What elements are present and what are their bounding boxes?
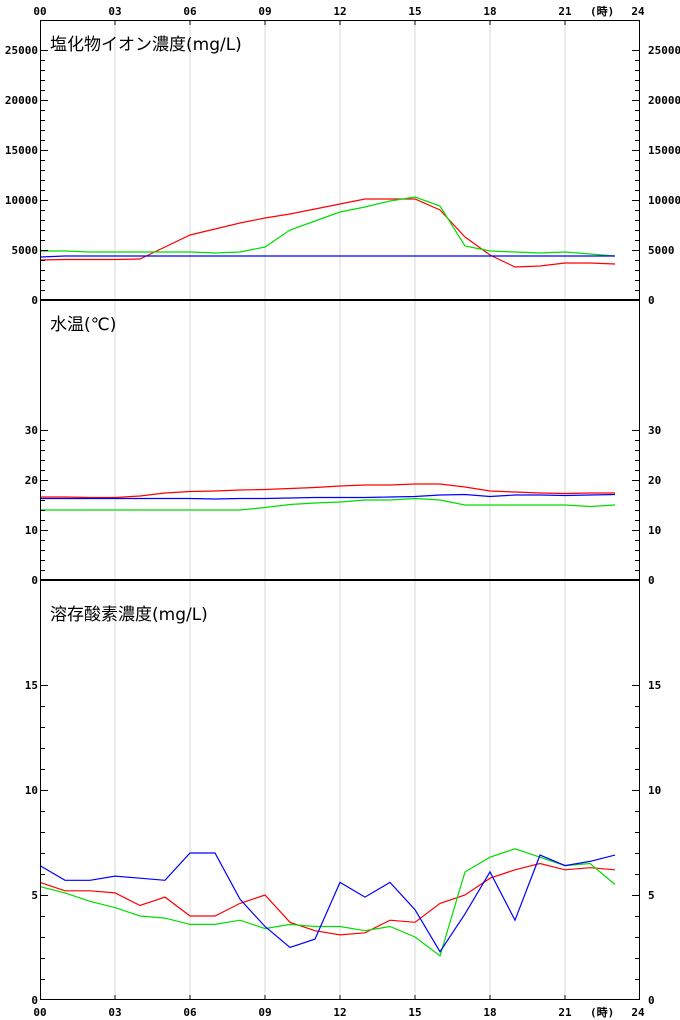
- panel-title-dissolved-oxygen: 溶存酸素濃度(mg/L): [50, 605, 208, 625]
- y-tick-label-right: 25000: [648, 44, 680, 57]
- y-tick-label-left: 15000: [5, 144, 38, 157]
- y-tick-label-left: 0: [31, 994, 38, 1007]
- series-line-3-3: [39, 852, 616, 953]
- x-tick-label-top: 06: [183, 5, 197, 18]
- y-tick-label-left: 0: [31, 294, 38, 307]
- y-tick-label-right: 20000: [648, 94, 680, 107]
- y-tick-label-right: 10000: [648, 194, 680, 207]
- series-line-1-1: [39, 198, 616, 268]
- series-lines: [39, 196, 616, 957]
- y-tick-label-left: 0: [31, 574, 38, 587]
- x-tick-label-bottom: 00: [33, 1006, 46, 1019]
- y-tick-label-right: 0: [648, 994, 655, 1007]
- series-line-1-2: [40, 196, 616, 257]
- y-tick-label-right: 10: [648, 524, 661, 537]
- x-tick-label-bottom: 03: [108, 1006, 121, 1019]
- series-line-2-1: [40, 483, 615, 499]
- gridlines: [114, 20, 566, 1000]
- x-tick-label-top: 24: [631, 5, 645, 18]
- x-tick-label-top: 00: [33, 5, 46, 18]
- series-line-2-3: [40, 493, 616, 500]
- y-tick-label-right: 5000: [648, 244, 675, 257]
- y-tick-label-left: 10: [25, 524, 38, 537]
- x-tick-label-bottom: 06: [183, 1006, 197, 1019]
- labels: 塩化物イオン濃度(mg/L) 水温(℃) 溶存酸素濃度(mg/L) (時) (時…: [5, 4, 680, 1019]
- x-tick-label-bottom: 12: [333, 1006, 346, 1019]
- panel-frame: [40, 300, 640, 580]
- x-tick-label-top: 03: [108, 5, 121, 18]
- y-tick-label-right: 30: [648, 424, 661, 437]
- y-tick-label-left: 20000: [5, 94, 38, 107]
- x-tick-label-top: 09: [258, 5, 271, 18]
- y-tick-label-right: 15000: [648, 144, 680, 157]
- panel-title-chloride: 塩化物イオン濃度(mg/L): [50, 35, 242, 55]
- y-tick-label-left: 5000: [12, 244, 39, 257]
- y-tick-label-right: 0: [648, 294, 655, 307]
- panel-title-water-temp: 水温(℃): [50, 315, 116, 335]
- x-tick-label-top: 15: [408, 5, 421, 18]
- y-tick-label-right: 20: [648, 474, 661, 487]
- series-line-1-3: [39, 255, 615, 258]
- series-line-3-1: [39, 862, 616, 936]
- x-tick-label-bottom: 21: [558, 1006, 572, 1019]
- x-tick-label-top: 12: [333, 5, 346, 18]
- y-tick-label-left: 20: [25, 474, 38, 487]
- x-tick-label-bottom: 15: [408, 1006, 421, 1019]
- y-tick-label-right: 5: [648, 889, 655, 902]
- y-tick-label-left: 10: [25, 784, 38, 797]
- series-line-3-2: [39, 848, 616, 957]
- y-tick-label-left: 5: [31, 889, 38, 902]
- y-tick-label-right: 15: [648, 679, 661, 692]
- x-tick-label-bottom: 18: [483, 1006, 496, 1019]
- y-tick-label-left: 30: [25, 424, 38, 437]
- series-line-2-2: [40, 497, 616, 511]
- y-tick-label-right: 10: [648, 784, 661, 797]
- y-tick-label-left: 10000: [5, 194, 38, 207]
- x-unit-label-bottom: (時): [590, 1005, 614, 1019]
- x-tick-label-bottom: 09: [258, 1006, 271, 1019]
- y-tick-label-right: 0: [648, 574, 655, 587]
- y-tick-label-left: 15: [25, 679, 38, 692]
- x-unit-label-top: (時): [590, 4, 614, 18]
- x-tick-label-bottom: 24: [631, 1006, 645, 1019]
- x-tick-label-top: 21: [558, 5, 572, 18]
- y-tick-label-left: 25000: [5, 44, 38, 57]
- x-tick-label-top: 18: [483, 5, 496, 18]
- chart-frame: [40, 20, 640, 1000]
